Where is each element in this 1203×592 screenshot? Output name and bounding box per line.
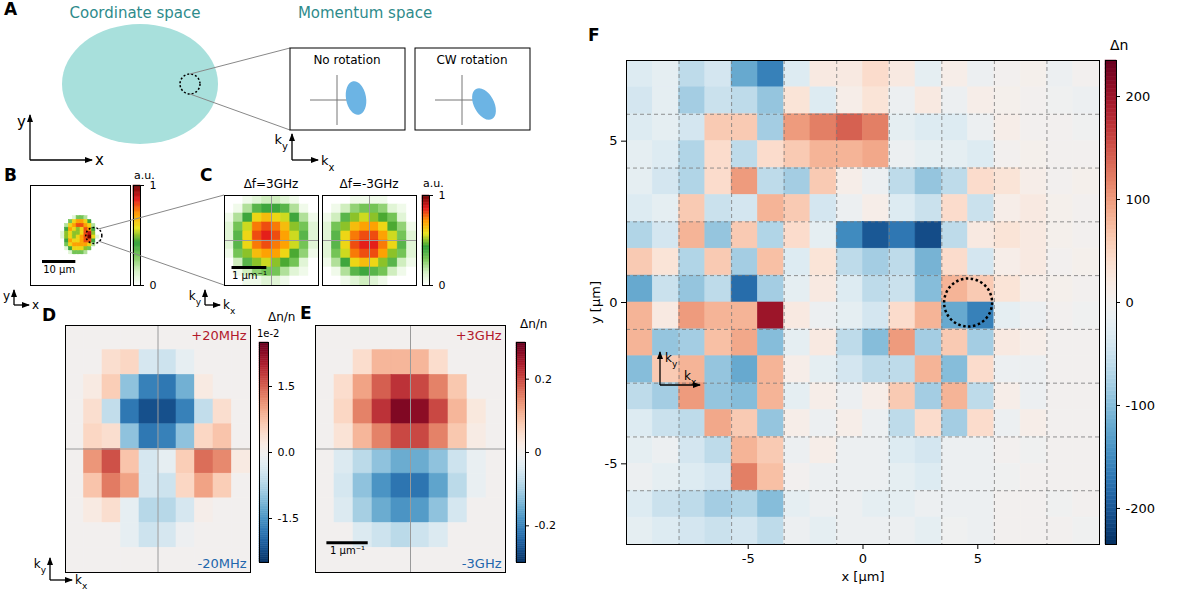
svg-text:5: 5	[609, 133, 617, 148]
svg-text:x: x	[32, 298, 39, 312]
svg-text:+3GHz: +3GHz	[456, 328, 502, 343]
html-text:B: B	[4, 165, 17, 185]
html-text:A: A	[4, 0, 18, 19]
svg-text:-20MHz: -20MHz	[197, 556, 246, 571]
svg-text:ky: ky	[34, 557, 47, 575]
svg-text:200: 200	[1126, 89, 1151, 104]
svg-text:-5: -5	[742, 551, 755, 566]
svg-text:1: 1	[439, 189, 446, 202]
svg-text:0.0: 0.0	[278, 446, 296, 459]
svg-text:1.5: 1.5	[278, 380, 296, 393]
svg-text:ky: ky	[665, 351, 678, 369]
svg-text:0: 0	[1126, 295, 1134, 310]
svg-text:x [µm]: x [µm]	[842, 569, 885, 584]
svg-text:1 µm⁻¹: 1 µm⁻¹	[330, 545, 365, 556]
html-text:Δn/n: Δn/n	[268, 310, 296, 324]
svg-text:0.2: 0.2	[535, 373, 553, 386]
html-text:E: E	[300, 303, 312, 323]
svg-text:0: 0	[439, 279, 446, 292]
svg-text:y [µm]: y [µm]	[588, 281, 603, 324]
html-text:Δf=3GHz: Δf=3GHz	[243, 177, 299, 191]
svg-text:Momentum space: Momentum space	[298, 4, 432, 22]
svg-text:kx: kx	[684, 369, 697, 387]
svg-text:0: 0	[535, 446, 542, 459]
svg-text:-3GHz: -3GHz	[462, 556, 502, 571]
svg-text:100: 100	[1126, 192, 1151, 207]
svg-text:No rotation: No rotation	[313, 53, 380, 67]
svg-text:x: x	[95, 151, 104, 169]
svg-text:Coordinate space: Coordinate space	[69, 4, 200, 22]
svg-text:0: 0	[150, 279, 157, 292]
html-text:Δn: Δn	[1110, 37, 1129, 53]
svg-text:-1.5: -1.5	[278, 512, 299, 525]
svg-text:-0.2: -0.2	[535, 519, 556, 532]
html-text:C: C	[200, 165, 213, 185]
html-text:Δf=-3GHz: Δf=-3GHz	[339, 177, 399, 191]
svg-text:ky: ky	[189, 289, 202, 307]
html-text:a.u.: a.u.	[134, 169, 155, 182]
svg-text:+20MHz: +20MHz	[191, 328, 246, 343]
html-text:Δn/n: Δn/n	[520, 317, 548, 331]
html-text:D: D	[42, 305, 57, 325]
svg-text:5: 5	[974, 551, 982, 566]
svg-text:1 µm⁻¹: 1 µm⁻¹	[232, 270, 267, 281]
svg-text:kx: kx	[75, 573, 88, 591]
svg-text:-200: -200	[1126, 501, 1156, 516]
svg-text:CW rotation: CW rotation	[436, 53, 507, 67]
svg-text:y: y	[17, 113, 26, 131]
svg-text:10 µm: 10 µm	[43, 264, 75, 275]
svg-text:-5: -5	[605, 456, 618, 471]
svg-text:y: y	[3, 289, 10, 303]
svg-text:kx: kx	[321, 153, 335, 173]
svg-text:ky: ky	[275, 132, 289, 152]
html-text:a.u.: a.u.	[423, 177, 444, 190]
html-text:F: F	[588, 25, 600, 45]
svg-text:1: 1	[149, 179, 157, 192]
svg-text:0: 0	[609, 295, 617, 310]
html-text:1e-2: 1e-2	[257, 328, 280, 339]
svg-text:-100: -100	[1126, 398, 1156, 413]
svg-text:kx: kx	[223, 298, 236, 316]
svg-text:0: 0	[859, 551, 867, 566]
